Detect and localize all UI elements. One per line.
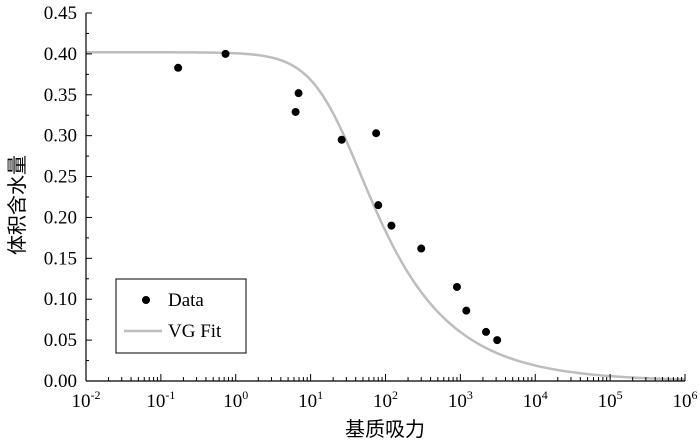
- y-axis-title: 体积含水量: [5, 155, 29, 255]
- y-tick-label: 0.25: [44, 167, 77, 188]
- vg-fit-line: [86, 51, 686, 381]
- data-point: [374, 201, 383, 210]
- y-tick-label: 0.45: [44, 3, 77, 24]
- x-tick-label: 106: [673, 388, 698, 412]
- data-point: [387, 221, 396, 230]
- y-tick-label: 0.05: [44, 330, 77, 351]
- x-tick-label: 105: [598, 388, 623, 412]
- data-point: [337, 135, 346, 144]
- x-tick-label: 102: [373, 388, 398, 412]
- x-axis-title: 基质吸力: [345, 417, 425, 441]
- legend-data-marker: [142, 296, 150, 304]
- x-tick-label: 101: [298, 388, 323, 412]
- legend-data-label: Data: [168, 290, 204, 311]
- plot-area: [86, 49, 686, 381]
- data-point: [462, 306, 471, 315]
- y-tick-label: 0.15: [44, 248, 77, 269]
- x-tick-label: 10-2: [72, 388, 101, 412]
- x-tick-label: 10-1: [146, 388, 175, 412]
- y-tick-label: 0.10: [44, 289, 77, 310]
- y-tick-label: 0.20: [44, 207, 77, 228]
- data-point: [493, 336, 502, 345]
- y-tick-label: 0.40: [44, 44, 77, 65]
- data-point: [291, 107, 300, 116]
- legend-box: [115, 278, 247, 354]
- x-tick-label: 103: [448, 388, 473, 412]
- data-point: [452, 282, 461, 291]
- data-point: [174, 63, 183, 72]
- y-tick-label: 0.35: [44, 85, 77, 106]
- x-tick-label: 100: [223, 388, 248, 412]
- data-point: [372, 129, 381, 138]
- y-tick-label: 0.00: [44, 371, 77, 392]
- legend: Data VG Fit: [115, 278, 247, 354]
- data-point: [221, 49, 230, 58]
- legend-vgfit-label: VG Fit: [168, 321, 222, 342]
- y-tick-label: 0.30: [44, 126, 77, 147]
- data-point: [294, 89, 303, 98]
- data-point: [482, 327, 491, 336]
- axes: 0.00 0.05 0.10 0.15 0.20 0.25 0.30 0.35 0.40 0.45…: [44, 3, 698, 412]
- x-tick-label: 104: [523, 388, 548, 412]
- data-point: [417, 244, 426, 253]
